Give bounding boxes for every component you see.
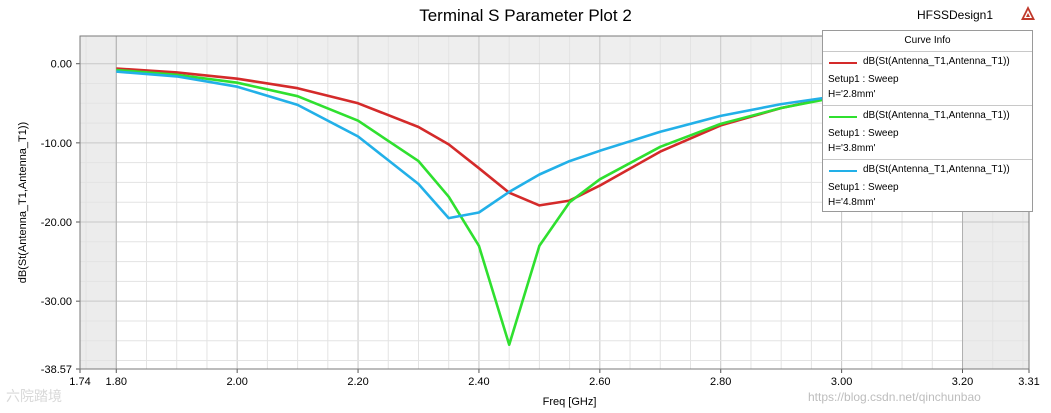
url-watermark: https://blog.csdn.net/qinchunbao bbox=[808, 390, 981, 404]
ansys-triangle-icon bbox=[1021, 6, 1035, 20]
y-tick-label: -38.57 bbox=[41, 364, 72, 376]
y-tick-label: 0.00 bbox=[51, 59, 72, 71]
legend-entry-variable: H='2.8mm' bbox=[828, 89, 876, 100]
legend-swatch-red bbox=[829, 62, 857, 64]
legend-entry[interactable]: dB(St(Antenna_T1,Antenna_T1)) Setup1 : S… bbox=[823, 52, 1032, 106]
legend-swatch-blue bbox=[829, 170, 857, 172]
plot-title: Terminal S Parameter Plot 2 bbox=[419, 6, 632, 25]
curve-info-legend[interactable]: Curve Info dB(St(Antenna_T1,Antenna_T1))… bbox=[822, 30, 1033, 212]
brand-watermark: 六院踏境 bbox=[6, 388, 62, 404]
legend-entry-variable: H='4.8mm' bbox=[828, 197, 876, 208]
x-tick-label: 2.80 bbox=[710, 376, 731, 388]
legend-entry[interactable]: dB(St(Antenna_T1,Antenna_T1)) Setup1 : S… bbox=[823, 160, 1032, 213]
x-tick-label: 3.31 bbox=[1018, 376, 1039, 388]
y-axis-label: dB(St(Antenna_T1,Antenna_T1)) bbox=[17, 122, 29, 283]
legend-entry-setup: Setup1 : Sweep bbox=[828, 182, 899, 193]
x-axis-label: Freq [GHz] bbox=[543, 396, 597, 408]
x-tick-label: 1.74 bbox=[69, 376, 90, 388]
y-tick-label: -30.00 bbox=[41, 296, 72, 308]
series-line-h4-8mm bbox=[116, 70, 903, 220]
series-line-h3-8mm bbox=[116, 68, 903, 347]
y-tick-label: -10.00 bbox=[41, 138, 72, 150]
x-tick-label: 2.40 bbox=[468, 376, 489, 388]
legend-entry-setup: Setup1 : Sweep bbox=[828, 74, 899, 85]
design-name-label: HFSSDesign1 bbox=[917, 8, 994, 22]
legend-entry[interactable]: dB(St(Antenna_T1,Antenna_T1)) Setup1 : S… bbox=[823, 106, 1032, 160]
legend-entry-name: dB(St(Antenna_T1,Antenna_T1)) bbox=[863, 110, 1010, 121]
x-tick-label: 2.00 bbox=[226, 376, 247, 388]
legend-entry-variable: H='3.8mm' bbox=[828, 143, 876, 154]
x-tick-label: 1.80 bbox=[106, 376, 127, 388]
legend-entry-name: dB(St(Antenna_T1,Antenna_T1)) bbox=[863, 56, 1010, 67]
legend-header: Curve Info bbox=[823, 31, 1032, 52]
legend-entry-setup: Setup1 : Sweep bbox=[828, 128, 899, 139]
x-tick-label: 3.20 bbox=[952, 376, 973, 388]
y-tick-label: -20.00 bbox=[41, 217, 72, 229]
x-tick-label: 2.60 bbox=[589, 376, 610, 388]
legend-swatch-green bbox=[829, 116, 857, 118]
x-tick-label: 2.20 bbox=[347, 376, 368, 388]
legend-entry-name: dB(St(Antenna_T1,Antenna_T1)) bbox=[863, 164, 1010, 175]
x-tick-label: 3.00 bbox=[831, 376, 852, 388]
